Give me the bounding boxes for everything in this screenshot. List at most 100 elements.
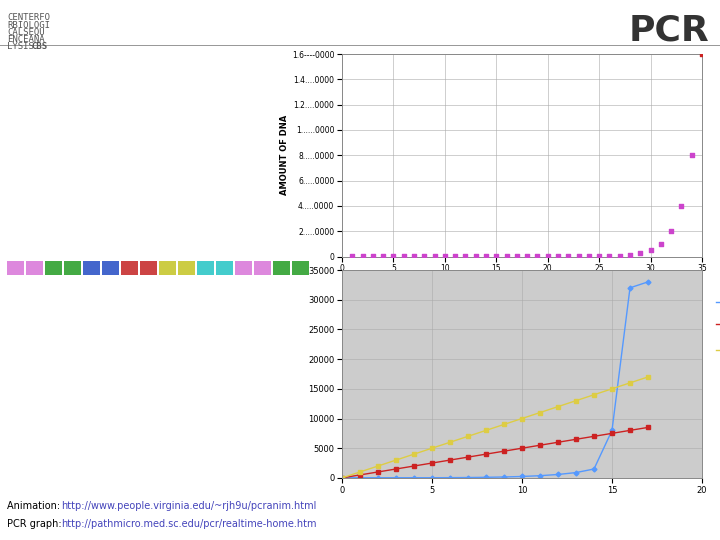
Real target bbox=[500, 474, 508, 480]
Real target bbox=[356, 475, 364, 481]
Single primer tagar
(1000) bbox=[464, 433, 472, 440]
Point bbox=[357, 252, 369, 261]
Single primer target
(500) bbox=[374, 469, 382, 475]
Single primer tagar
(1000) bbox=[554, 403, 562, 410]
Single primer tagar
(1000) bbox=[482, 427, 490, 434]
Point bbox=[542, 252, 554, 261]
Single primer target
(500) bbox=[446, 457, 454, 463]
Single primer tagar
(1000) bbox=[572, 397, 580, 404]
FancyBboxPatch shape bbox=[197, 261, 214, 275]
Line: Single primer target
(500): Single primer target (500) bbox=[341, 426, 649, 480]
Point bbox=[655, 240, 667, 248]
Single primer tagar
(1000) bbox=[644, 374, 652, 380]
Real target bbox=[626, 285, 634, 291]
Single primer target
(500) bbox=[338, 475, 346, 481]
Point bbox=[573, 252, 585, 261]
Single primer tagar
(1000) bbox=[410, 451, 418, 457]
Single primer target
(500) bbox=[482, 451, 490, 457]
Real target bbox=[590, 465, 598, 472]
FancyBboxPatch shape bbox=[121, 261, 138, 275]
FancyBboxPatch shape bbox=[292, 261, 309, 275]
Single primer tagar
(1000) bbox=[392, 457, 400, 463]
Point bbox=[624, 251, 636, 259]
Real target bbox=[338, 475, 346, 481]
Point bbox=[665, 227, 677, 235]
Point bbox=[511, 252, 523, 261]
Point bbox=[645, 246, 657, 254]
Single primer tagar
(1000) bbox=[338, 475, 346, 481]
Real target bbox=[446, 475, 454, 481]
FancyBboxPatch shape bbox=[274, 261, 289, 275]
Single primer tagar
(1000) bbox=[626, 380, 634, 386]
Point bbox=[449, 252, 461, 261]
Real target bbox=[644, 279, 652, 285]
Single primer tagar
(1000) bbox=[518, 415, 526, 422]
Single primer target
(500) bbox=[356, 472, 364, 478]
Single primer tagar
(1000) bbox=[428, 445, 436, 451]
Single primer target
(500) bbox=[536, 442, 544, 448]
Single primer target
(500) bbox=[626, 427, 634, 434]
Point bbox=[346, 252, 358, 261]
FancyBboxPatch shape bbox=[102, 261, 119, 275]
Text: CBS: CBS bbox=[32, 42, 48, 51]
Text: http://www.people.virginia.edu/~rjh9u/pcranim.html: http://www.people.virginia.edu/~rjh9u/pc… bbox=[61, 501, 317, 511]
Real target bbox=[410, 475, 418, 481]
Point bbox=[367, 252, 379, 261]
Point bbox=[490, 252, 502, 261]
Text: PCR: PCR bbox=[629, 14, 709, 48]
Real target bbox=[482, 474, 490, 481]
Point bbox=[429, 252, 441, 261]
Text: ENCEANA: ENCEANA bbox=[7, 35, 45, 44]
Point bbox=[398, 252, 410, 261]
Text: http://pathmicro.med.sc.edu/pcr/realtime-home.htm: http://pathmicro.med.sc.edu/pcr/realtime… bbox=[61, 519, 317, 530]
FancyBboxPatch shape bbox=[26, 261, 42, 275]
Single primer target
(500) bbox=[464, 454, 472, 460]
Single primer tagar
(1000) bbox=[356, 469, 364, 475]
Text: CENTERFO: CENTERFO bbox=[7, 14, 50, 23]
Point bbox=[675, 201, 687, 210]
Single primer target
(500) bbox=[410, 463, 418, 469]
Point bbox=[552, 252, 564, 261]
Line: Real target: Real target bbox=[341, 280, 649, 480]
Point bbox=[418, 252, 430, 261]
FancyBboxPatch shape bbox=[159, 261, 176, 275]
Single primer target
(500) bbox=[554, 439, 562, 446]
Single primer tagar
(1000) bbox=[374, 463, 382, 469]
Point bbox=[686, 151, 698, 160]
Single primer target
(500) bbox=[518, 445, 526, 451]
Single primer tagar
(1000) bbox=[446, 439, 454, 446]
Text: LYSIS: LYSIS bbox=[7, 42, 40, 51]
Point bbox=[377, 252, 389, 261]
FancyBboxPatch shape bbox=[84, 261, 99, 275]
Point bbox=[593, 252, 605, 261]
Point bbox=[583, 252, 595, 261]
Real target bbox=[518, 473, 526, 480]
Real target bbox=[428, 475, 436, 481]
Point bbox=[501, 252, 513, 261]
Single primer target
(500) bbox=[608, 430, 616, 436]
FancyBboxPatch shape bbox=[235, 261, 252, 275]
Legend: Real target, Single primer target
(500), Single primer tagar
(1000): Real target, Single primer target (500),… bbox=[714, 295, 720, 361]
X-axis label: PCR CYCLE NUMBER: PCR CYCLE NUMBER bbox=[475, 276, 569, 285]
Real target bbox=[554, 471, 562, 478]
Point bbox=[603, 252, 615, 260]
Text: CALSEQU: CALSEQU bbox=[7, 28, 45, 37]
FancyBboxPatch shape bbox=[179, 261, 194, 275]
Point bbox=[408, 252, 420, 261]
FancyBboxPatch shape bbox=[45, 261, 62, 275]
FancyBboxPatch shape bbox=[64, 261, 81, 275]
Point bbox=[480, 252, 492, 261]
Single primer target
(500) bbox=[590, 433, 598, 440]
Single primer target
(500) bbox=[500, 448, 508, 455]
Point bbox=[634, 249, 646, 258]
Point bbox=[459, 252, 471, 261]
Single primer tagar
(1000) bbox=[500, 421, 508, 428]
Y-axis label: AMOUNT OF DNA: AMOUNT OF DNA bbox=[280, 115, 289, 195]
Line: Single primer tagar
(1000): Single primer tagar (1000) bbox=[341, 375, 649, 480]
Real target bbox=[374, 475, 382, 481]
Single primer target
(500) bbox=[572, 436, 580, 443]
Real target bbox=[464, 474, 472, 481]
Point bbox=[696, 50, 708, 58]
Real target bbox=[536, 472, 544, 479]
FancyBboxPatch shape bbox=[216, 261, 233, 275]
